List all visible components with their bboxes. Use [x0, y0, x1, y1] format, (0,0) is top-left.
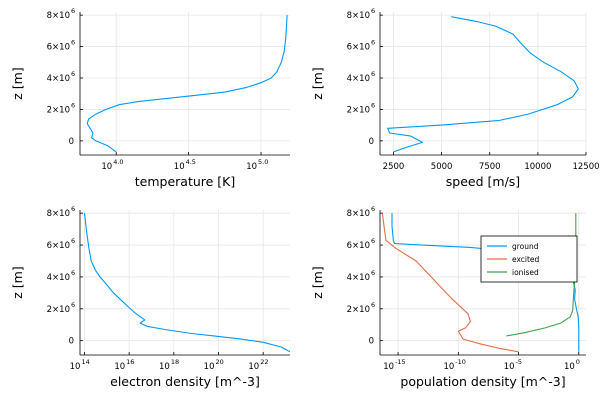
y-axis-label: z [m] — [10, 67, 25, 99]
y-tick-exponent: 6 — [71, 301, 75, 309]
y-tick-label: 4×10 — [347, 273, 370, 283]
legend-label-excited: excited — [512, 255, 540, 264]
y-tick-exponent: 6 — [71, 205, 75, 213]
y-tick-label: 2×10 — [47, 105, 70, 115]
panel-top-left: 10 4.0 10 4.5 10 5.002×10 64×10 66×10 68×10 6temp… — [10, 7, 290, 189]
x-tick-exponent: -10 — [455, 358, 466, 366]
x-tick-label: 10 — [204, 362, 215, 372]
x-tick-label: 10 — [114, 362, 125, 372]
y-tick-exponent: 6 — [71, 101, 75, 109]
y-tick-label: 4×10 — [47, 74, 70, 84]
y-tick-exponent: 6 — [71, 269, 75, 277]
y-tick-exponent: 6 — [71, 237, 75, 245]
y-axis-label: z [m] — [10, 266, 25, 298]
x-tick-exponent: 14 — [81, 358, 89, 366]
y-tick-label: 6×10 — [347, 43, 370, 53]
y-tick-label: 8×10 — [47, 209, 70, 219]
x-axis-label: population density [m^-3] — [400, 374, 565, 389]
x-tick-label: 10 — [443, 362, 454, 372]
series-line-0 — [83, 213, 290, 353]
x-tick-label: 10 — [174, 162, 185, 172]
y-tick-label: 8×10 — [47, 11, 70, 21]
y-tick-exponent: 6 — [71, 70, 75, 78]
legend-label-ground: ground — [512, 242, 539, 251]
x-tick-exponent: 20 — [216, 358, 224, 366]
y-tick-exponent: 6 — [71, 39, 75, 47]
y-tick-label: 0 — [69, 337, 74, 347]
x-tick-label: 7500 — [479, 162, 501, 172]
x-axis-label: speed [m/s] — [446, 174, 520, 189]
y-tick-exponent: 6 — [71, 7, 75, 15]
x-tick-exponent: 22 — [260, 358, 268, 366]
x-tick-label: 10 — [564, 362, 575, 372]
y-tick-exponent: 6 — [371, 205, 375, 213]
x-tick-exponent: 16 — [126, 358, 134, 366]
x-tick-label: 5000 — [431, 162, 453, 172]
series-line-ground — [391, 213, 580, 352]
y-tick-label: 4×10 — [347, 74, 370, 84]
y-tick-label: 2×10 — [47, 305, 70, 315]
y-tick-label: 0 — [369, 337, 374, 347]
y-tick-exponent: 6 — [371, 237, 375, 245]
x-tick-exponent: 4.0 — [113, 158, 123, 166]
x-tick-exponent: -15 — [395, 358, 406, 366]
x-tick-label: 10 — [159, 362, 170, 372]
y-tick-label: 2×10 — [347, 305, 370, 315]
x-axis-label: electron density [m^-3] — [110, 374, 260, 389]
x-tick-label: 10 — [101, 162, 112, 172]
series-line-0 — [86, 15, 288, 153]
y-tick-label: 8×10 — [347, 209, 370, 219]
legend: ground excited ionised — [480, 235, 578, 283]
y-tick-exponent: 6 — [371, 101, 375, 109]
y-tick-exponent: 6 — [371, 269, 375, 277]
series-line-excited — [381, 213, 519, 353]
x-tick-label: 10 — [504, 362, 515, 372]
x-tick-exponent: 4.5 — [186, 158, 196, 166]
x-tick-exponent: 0 — [576, 358, 580, 366]
y-tick-exponent: 6 — [371, 70, 375, 78]
y-tick-label: 6×10 — [47, 241, 70, 251]
panel-bottom-right: 10 -15 10 -10 10 -5 10 002×10 64×10 66×10 68×10 6po… — [310, 205, 586, 389]
x-tick-label: 10 — [246, 162, 257, 172]
x-tick-label: 12500 — [572, 162, 599, 172]
y-tick-label: 6×10 — [347, 241, 370, 251]
x-tick-exponent: 18 — [171, 358, 179, 366]
x-tick-exponent: 5.0 — [258, 158, 268, 166]
x-tick-label: 2500 — [383, 162, 405, 172]
x-tick-label: 10000 — [524, 162, 551, 172]
y-tick-exponent: 6 — [371, 39, 375, 47]
x-tick-label: 10 — [248, 362, 259, 372]
y-tick-exponent: 6 — [371, 7, 375, 15]
y-tick-label: 0 — [369, 137, 374, 147]
y-tick-label: 2×10 — [347, 105, 370, 115]
y-tick-label: 6×10 — [47, 43, 70, 53]
y-axis-label: z [m] — [310, 67, 325, 99]
series-line-0 — [387, 16, 579, 153]
y-tick-label: 4×10 — [47, 273, 70, 283]
x-tick-label: 10 — [70, 362, 81, 372]
y-tick-label: 0 — [69, 137, 74, 147]
x-axis-label: temperature [K] — [135, 174, 236, 189]
y-tick-exponent: 6 — [371, 301, 375, 309]
x-tick-label: 10 — [383, 362, 394, 372]
y-tick-label: 8×10 — [347, 11, 370, 21]
x-tick-exponent: -5 — [516, 358, 522, 366]
y-axis-label: z [m] — [310, 266, 325, 298]
legend-label-ionised: ionised — [512, 268, 539, 277]
